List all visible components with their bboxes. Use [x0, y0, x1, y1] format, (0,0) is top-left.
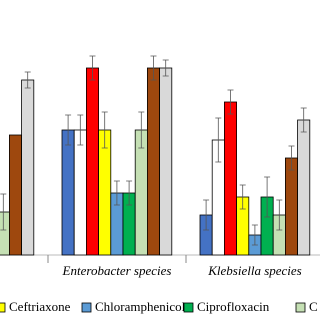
bar: [134, 129, 148, 256]
x-tick-label: Klebsiella species: [207, 263, 302, 278]
error-bar: [89, 55, 96, 81]
legend-swatch: [0, 302, 6, 313]
error-bar: [288, 145, 295, 171]
bar: [284, 157, 298, 256]
error-bar: [0, 193, 7, 231]
error-bar: [150, 55, 157, 81]
bar: [98, 129, 112, 256]
error-bar: [113, 180, 120, 206]
legend-swatch: [81, 302, 92, 313]
legend-label: Ceftriaxone: [9, 299, 71, 314]
bar: [21, 79, 35, 256]
error-bar: [251, 224, 258, 246]
error-bar: [138, 111, 145, 149]
legend-label: Chloramphenicol: [95, 299, 186, 314]
error-bar: [300, 107, 307, 133]
error-bar: [162, 59, 169, 77]
bar: [223, 101, 237, 256]
bar: [61, 129, 75, 256]
bar: [0, 211, 10, 256]
error-bar: [264, 176, 271, 218]
error-bar: [65, 114, 72, 146]
error-bar: [101, 111, 108, 149]
error-bar: [203, 199, 210, 231]
bar: [297, 119, 311, 256]
error-bar: [227, 89, 234, 115]
legend-swatch: [183, 302, 194, 313]
error-bar: [126, 180, 133, 206]
x-tick-label: Enterobacter species: [62, 263, 172, 278]
legend-swatch: [295, 302, 306, 313]
bar: [8, 134, 22, 256]
error-bar: [77, 114, 84, 146]
bar: [73, 129, 87, 256]
error-bar: [276, 199, 283, 231]
bar: [146, 67, 160, 256]
error-bar: [239, 184, 246, 210]
bar: [159, 67, 173, 256]
bar: [86, 67, 100, 256]
error-bar: [215, 117, 222, 163]
legend-label: Ciprofloxacin: [197, 299, 270, 314]
legend-label: C: [309, 299, 318, 314]
error-bar: [24, 71, 31, 89]
